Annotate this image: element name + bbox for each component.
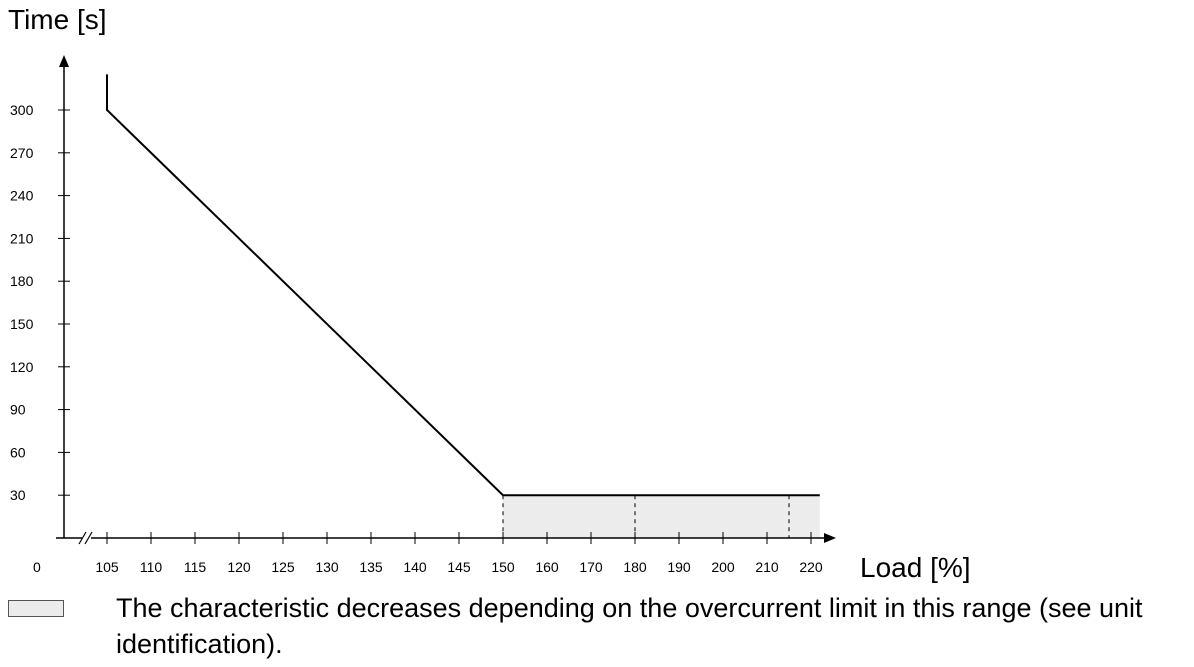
x-tick-label-105: 105	[95, 559, 119, 575]
x-tick-label-140: 140	[403, 559, 427, 575]
axis-break-gap	[82, 535, 91, 541]
x-tick-label-210: 210	[755, 559, 779, 575]
y-tick-label-240: 240	[10, 188, 34, 204]
y-tick-label-90: 90	[10, 402, 26, 418]
x-tick-label-160: 160	[535, 559, 559, 575]
x-tick-label-120: 120	[227, 559, 251, 575]
x-tick-label-200: 200	[711, 559, 735, 575]
y-tick-label-60: 60	[10, 444, 26, 460]
y-tick-label-300: 300	[10, 102, 34, 118]
y-axis-label: Time [s]	[8, 4, 107, 35]
shaded-range	[503, 495, 820, 538]
x-tick-label-145: 145	[447, 559, 471, 575]
y-tick-label-180: 180	[10, 273, 34, 289]
legend-swatch	[8, 600, 64, 617]
axis-break-mark-2	[84, 531, 93, 545]
x-tick-label-135: 135	[359, 559, 383, 575]
x-axis-arrow	[824, 533, 836, 543]
x-tick-label-115: 115	[184, 559, 207, 575]
x-tick-label-220: 220	[799, 559, 823, 575]
characteristic-curve-0	[106, 74, 820, 497]
y-tick-label-120: 120	[10, 359, 34, 375]
x-tick-label-130: 130	[315, 559, 339, 575]
x-tick-label-origin: 0	[33, 559, 41, 575]
y-tick-label-150: 150	[10, 316, 34, 332]
x-tick-label-150: 150	[491, 559, 515, 575]
x-tick-label-190: 190	[667, 559, 691, 575]
y-axis-arrow	[59, 55, 69, 67]
x-tick-label-110: 110	[140, 559, 163, 575]
y-tick-label-270: 270	[10, 145, 34, 161]
x-tick-label-180: 180	[623, 559, 647, 575]
x-tick-label-170: 170	[579, 559, 603, 575]
x-tick-label-125: 125	[271, 559, 295, 575]
axis-break-mark-1	[78, 531, 87, 545]
x-axis-label: Load [%]	[860, 552, 971, 583]
legend-text: The characteristic decreases depending o…	[116, 593, 1143, 659]
y-tick-label-30: 30	[10, 487, 26, 503]
y-tick-label-210: 210	[10, 230, 34, 246]
